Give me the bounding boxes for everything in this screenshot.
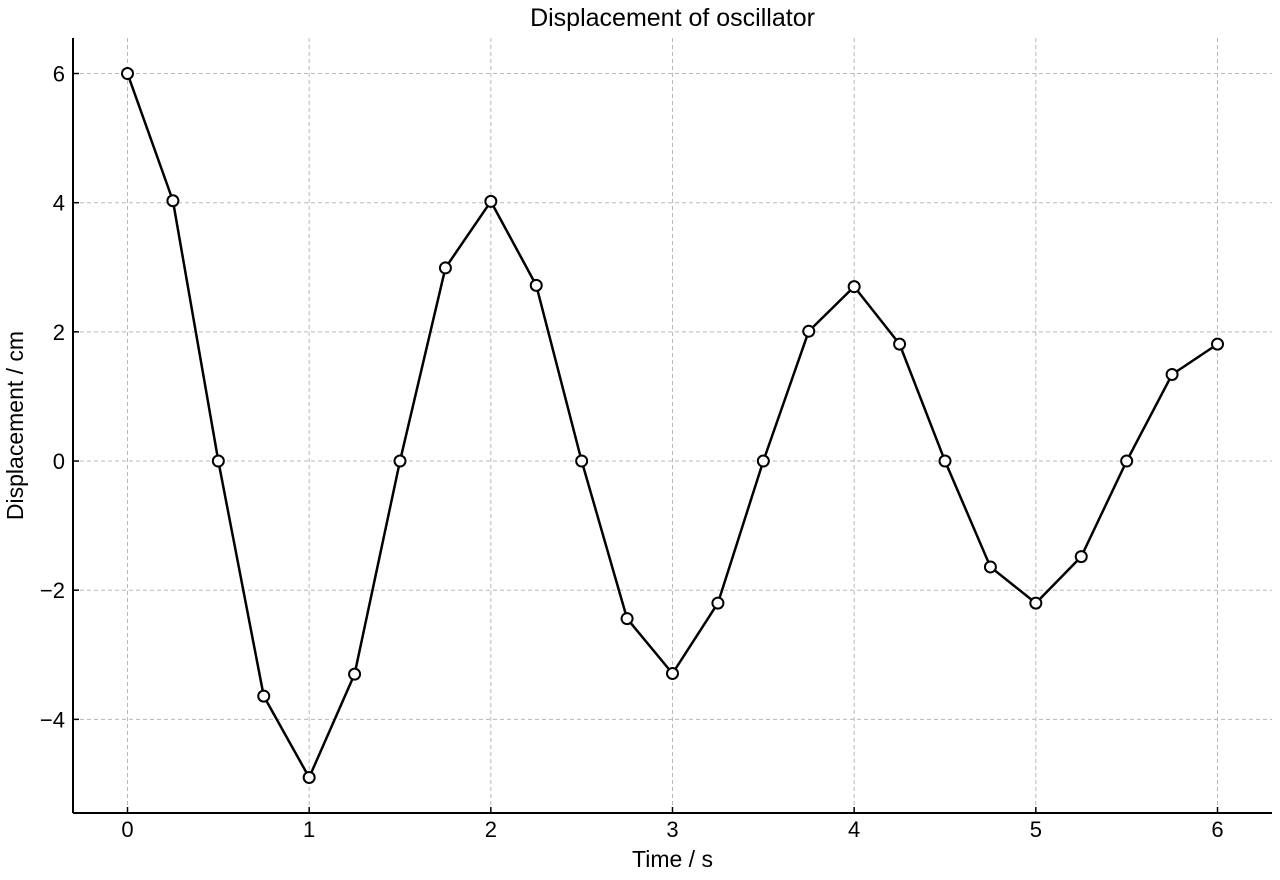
data-point [1211,337,1224,351]
data-point [756,454,770,468]
data-points [121,67,1224,784]
data-point [711,596,725,610]
x-tick-label: 6 [1211,817,1223,842]
data-point [211,454,225,468]
x-axis-title: Time / s [632,846,713,872]
data-point [1165,367,1179,381]
data-point [393,454,407,468]
data-point [484,194,498,208]
ticks: 0 1 2 3 4 5 6 −4 −2 0 2 4 6 [40,62,1224,842]
x-tick-label: 4 [848,817,860,842]
y-tick-label: 4 [53,191,65,216]
data-point [1074,550,1088,564]
x-tick-label: 2 [485,817,497,842]
data-point [121,67,134,81]
y-tick-label: −4 [40,707,65,732]
data-point [847,280,861,294]
x-tick-label: 0 [121,817,133,842]
y-tick-label: 2 [53,320,65,345]
data-point [529,278,543,292]
x-tick-label: 1 [303,817,315,842]
data-point [302,770,316,784]
y-tick-label: 6 [53,62,65,87]
data-point [620,612,634,626]
data-point [1029,596,1043,610]
y-axis-title: Displacement / cm [2,331,28,520]
grid [73,38,1272,813]
data-point [438,261,452,275]
data-point [893,337,907,351]
data-point [666,667,679,680]
y-tick-label: 0 [53,449,65,474]
data-point [983,560,997,574]
x-tick-label: 5 [1030,817,1042,842]
x-tick-label: 3 [666,817,678,842]
data-point [348,667,362,681]
data-point [166,194,180,208]
data-point [938,454,952,468]
data-point [575,454,589,468]
data-point [802,324,816,338]
data-point [257,689,271,703]
y-tick-label: −2 [40,578,65,603]
chart-title: Displacement of oscillator [530,4,815,32]
data-point [1120,454,1134,468]
